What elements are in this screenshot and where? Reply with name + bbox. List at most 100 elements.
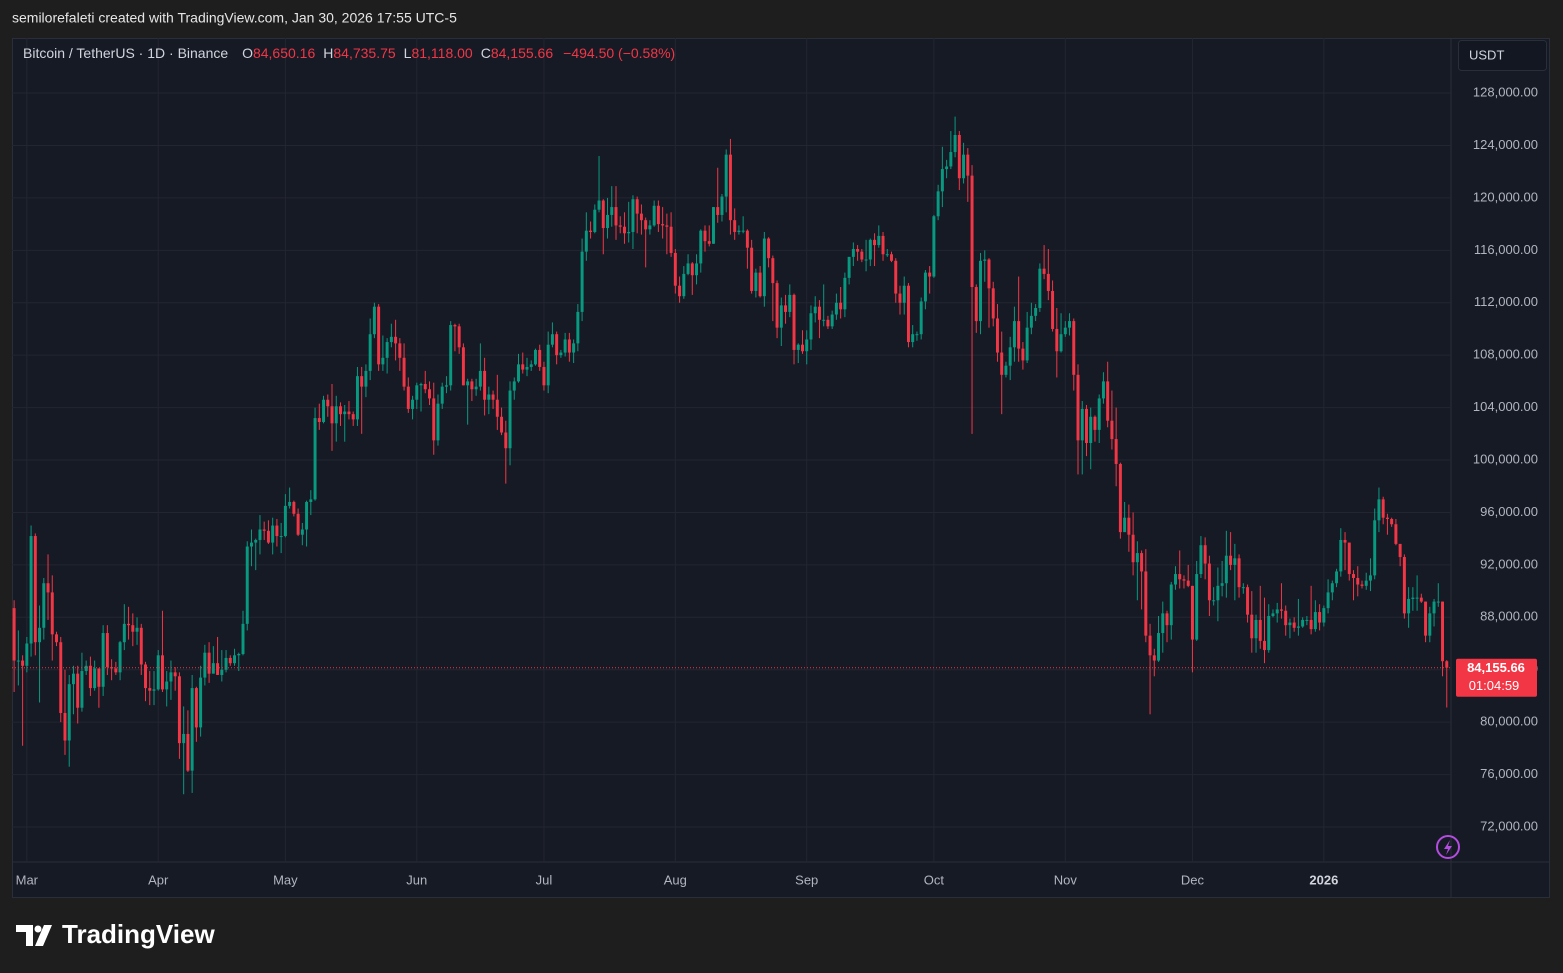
currency-button[interactable] — [1458, 40, 1547, 71]
alert-icon[interactable] — [1436, 835, 1460, 859]
candle-body — [190, 688, 194, 771]
candle-body — [1021, 348, 1025, 361]
candle-body — [1347, 542, 1351, 575]
candle-body — [1068, 321, 1072, 328]
x-tick-label: Aug — [664, 872, 687, 887]
candle-body — [1318, 612, 1322, 623]
candle-body — [249, 542, 253, 547]
candle-body — [444, 385, 448, 387]
candle-body — [423, 384, 427, 390]
legend: Bitcoin / TetherUS · 1D · Binance O84,65… — [23, 45, 675, 61]
candle-body — [389, 336, 393, 343]
candle-body — [1313, 612, 1317, 630]
candle-body — [160, 655, 164, 690]
candle-body — [1182, 579, 1186, 581]
candle-body — [1398, 543, 1402, 558]
candle-body — [1381, 499, 1385, 518]
candle-body — [1072, 321, 1076, 375]
candle-body — [1258, 619, 1262, 641]
candle-body — [762, 238, 766, 297]
candle-body — [440, 386, 444, 404]
price-label-box — [1456, 658, 1537, 697]
candle-body — [894, 260, 898, 294]
candle-body — [1161, 613, 1165, 634]
candle-body — [152, 689, 156, 691]
candle-body — [343, 411, 347, 415]
y-tick-label: 120,000.00 — [1473, 189, 1538, 204]
candle-body — [788, 294, 792, 312]
symbol-title: Bitcoin / TetherUS · 1D · Binance — [23, 45, 228, 61]
candle-body — [902, 285, 906, 303]
candle-body — [529, 364, 533, 367]
candle-body — [182, 733, 186, 744]
candle-body — [635, 199, 639, 214]
candle-body — [1203, 545, 1207, 564]
candle-body — [1377, 499, 1381, 521]
candle-body — [881, 235, 885, 255]
candle-body — [1343, 539, 1347, 543]
candles — [12, 116, 1449, 795]
candle-body — [237, 654, 241, 656]
chart-panel — [12, 38, 1550, 898]
candle-body — [656, 205, 660, 225]
candle-body — [194, 688, 198, 728]
candle-body — [754, 272, 758, 291]
candle-body — [724, 154, 728, 197]
candle-body — [1165, 613, 1169, 626]
candle-body — [517, 364, 520, 382]
candle-body — [567, 339, 571, 353]
candle-body — [1301, 619, 1305, 627]
candle-body — [1042, 268, 1046, 274]
candle-body — [864, 259, 868, 261]
candle-body — [385, 342, 389, 358]
candle-body — [1101, 381, 1105, 399]
candle-body — [860, 251, 864, 260]
candle-body — [394, 336, 398, 344]
candle-body — [351, 414, 355, 420]
candle-body — [495, 399, 499, 417]
candle-body — [173, 672, 177, 677]
candle-body — [682, 273, 686, 297]
candle-body — [12, 608, 16, 661]
candle-body — [699, 230, 703, 264]
candle-body — [254, 539, 258, 543]
candle-body — [533, 349, 537, 365]
legend-value: 84,155.66 — [491, 45, 553, 61]
candle-body — [1339, 539, 1343, 572]
candle-body — [695, 263, 699, 276]
x-tick-label: May — [273, 872, 298, 887]
candle-body — [1152, 655, 1156, 661]
candle-body — [737, 230, 741, 232]
candle-body — [245, 546, 249, 624]
candle-body — [411, 399, 415, 409]
candle-body — [686, 263, 690, 274]
brand-logo — [16, 925, 52, 946]
candle-body — [1267, 615, 1271, 651]
candle-body — [1131, 534, 1135, 563]
candle-body — [669, 226, 673, 253]
candle-body — [796, 344, 800, 350]
candle-body — [453, 325, 457, 327]
candle-body — [1432, 601, 1436, 614]
candle-body — [593, 209, 597, 232]
candle-body — [1436, 601, 1440, 603]
logo-slash — [35, 925, 52, 946]
candle-body — [1322, 608, 1326, 623]
candle-body — [1352, 574, 1355, 578]
currency-label[interactable]: USDT — [1469, 47, 1504, 62]
x-tick-label: Jul — [536, 872, 553, 887]
candle-body — [33, 536, 37, 643]
candle-body — [372, 306, 376, 335]
candle-body — [449, 325, 453, 386]
candle-body — [741, 230, 745, 232]
candle-body — [63, 712, 67, 741]
candle-body — [1279, 609, 1283, 611]
candle-body — [93, 668, 97, 689]
candle-body — [1080, 408, 1084, 441]
candle-body — [1025, 327, 1029, 361]
candle-body — [1135, 553, 1139, 563]
candle-body — [991, 288, 995, 319]
candle-body — [1114, 439, 1118, 464]
candle-body — [576, 311, 580, 344]
candle-body — [224, 657, 228, 670]
